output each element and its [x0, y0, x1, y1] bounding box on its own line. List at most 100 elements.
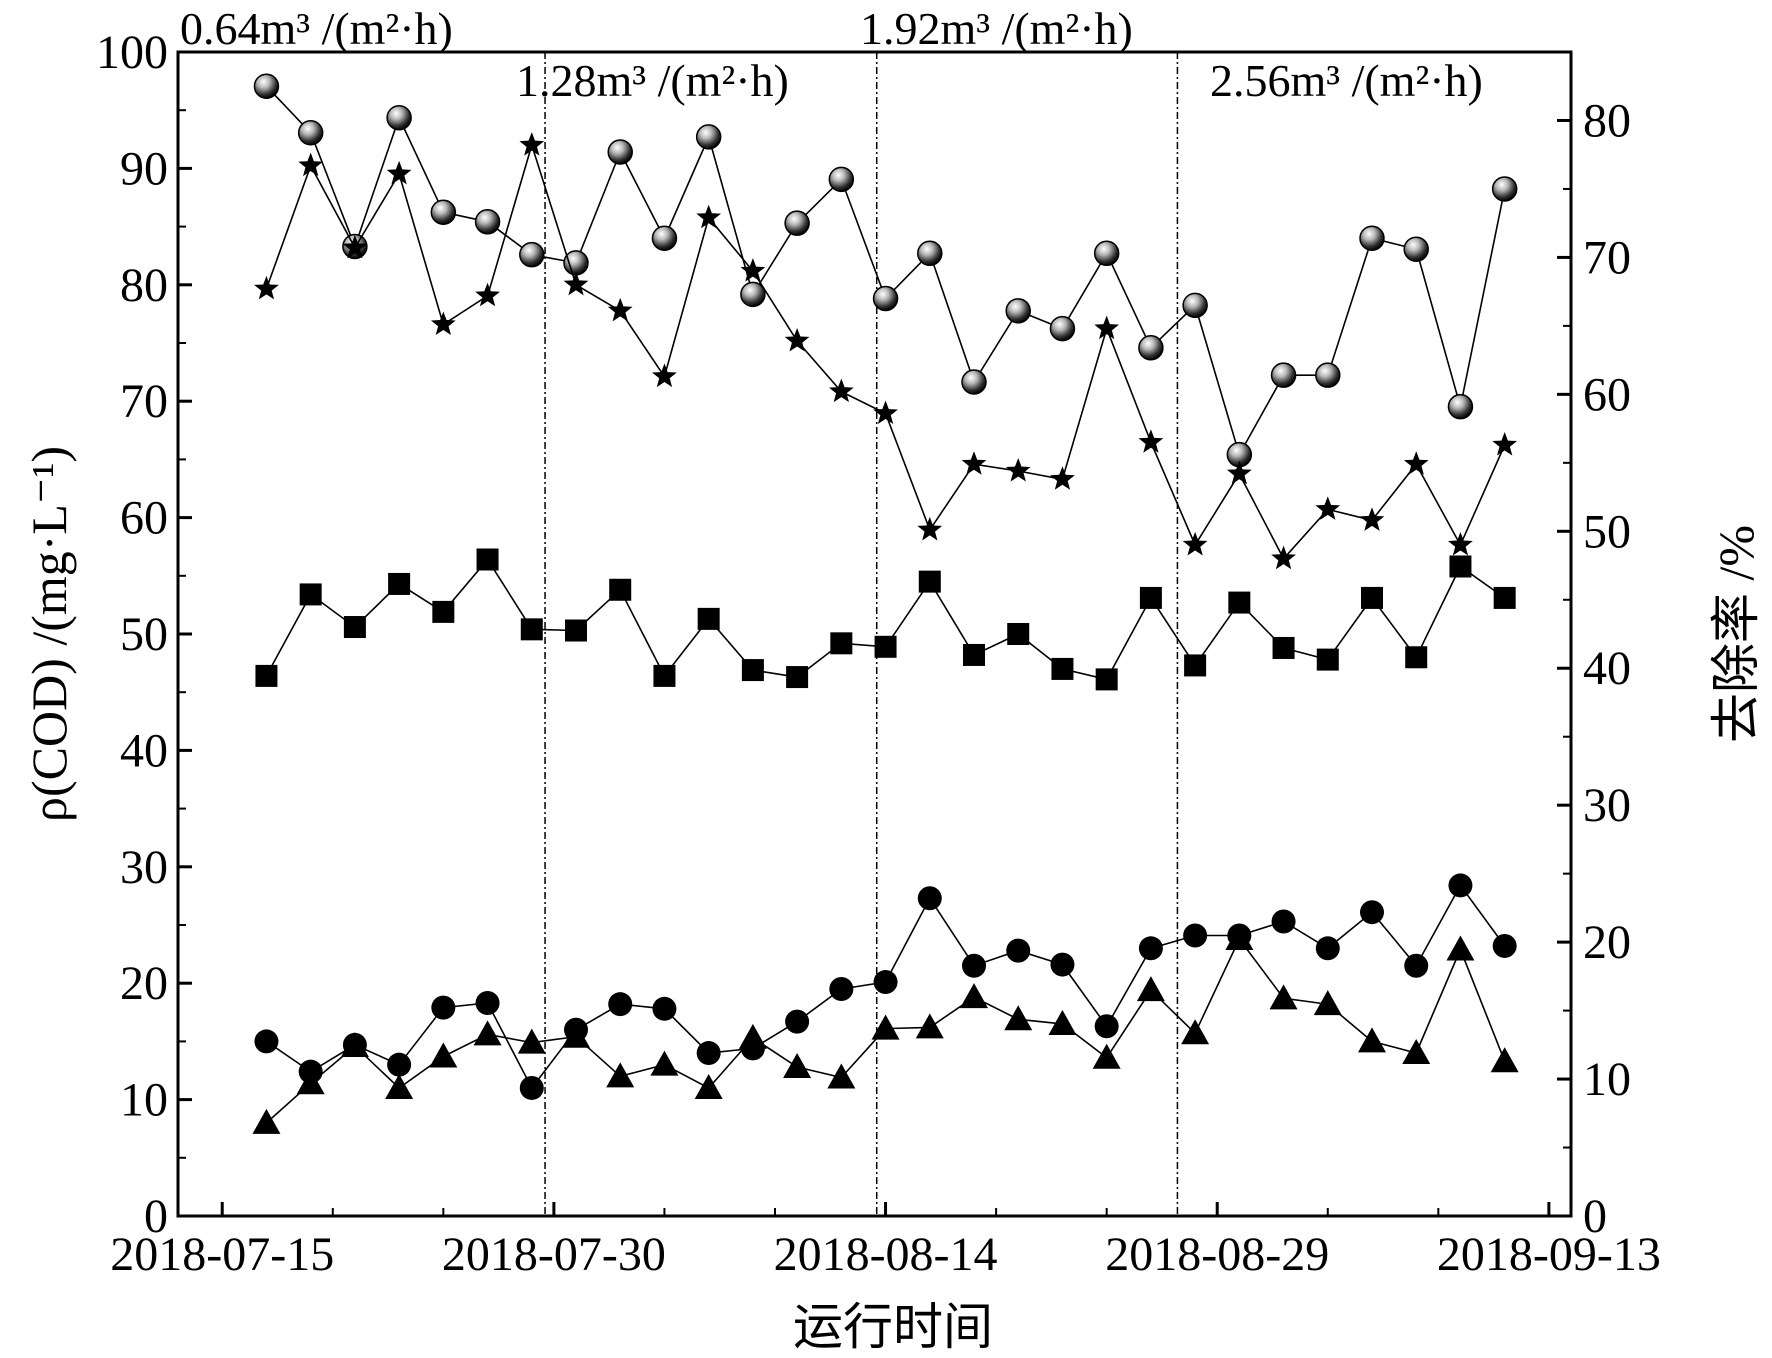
phase-divider-lines — [544, 52, 1179, 1216]
effluent-2-point — [871, 1014, 900, 1040]
removal-rate-2-point — [475, 282, 500, 307]
effluent-2-point — [783, 1053, 812, 1079]
removal-rate-1-point — [297, 120, 324, 146]
influent-point — [830, 632, 853, 655]
effluent-2-point — [296, 1069, 325, 1095]
phase-label: 0.64m³ /(m²·h) — [180, 3, 453, 54]
removal-rate-1-point — [1447, 393, 1474, 420]
removal-rate-1-point — [651, 225, 678, 251]
removal-rate-1-point — [474, 209, 501, 235]
influent-point — [343, 616, 366, 639]
influent-point — [255, 664, 278, 687]
x-tick-label: 2018-08-14 — [774, 1228, 998, 1281]
right-tick-label: 70 — [1583, 231, 1631, 284]
removal-rate-1-line — [265, 85, 1506, 457]
influent-point — [1095, 668, 1118, 691]
left-tick-label: 20 — [120, 957, 168, 1010]
removal-rate-1-point — [430, 199, 457, 225]
right-tick-label: 80 — [1583, 94, 1631, 147]
effluent-2-point — [1313, 990, 1342, 1016]
removal-rate-2-point — [342, 234, 368, 259]
left-tick-label: 90 — [120, 142, 168, 195]
effluent-1-point — [873, 970, 898, 995]
removal-rate-1-point — [1491, 176, 1518, 202]
x-tick-label: 2018-08-29 — [1105, 1228, 1329, 1281]
effluent-2-point — [252, 1108, 281, 1134]
effluent-1-point — [1271, 909, 1296, 934]
left-tick-label: 70 — [120, 375, 168, 428]
left-tick-label: 10 — [120, 1074, 168, 1127]
right-tick-label: 0 — [1583, 1190, 1607, 1243]
removal-rate-2-point — [652, 363, 677, 388]
right-tick-label: 20 — [1583, 916, 1631, 969]
phase-labels: 0.64m³ /(m²·h) 1.28m³ /(m²·h) 1.92m³ /(m²·… — [180, 3, 1483, 106]
removal-rate-1-point — [695, 124, 722, 150]
removal-rate-1-point — [872, 285, 899, 312]
removal-rate-2-point — [1182, 531, 1208, 556]
removal-rate-2-point — [1403, 451, 1429, 475]
effluent-1-point — [1138, 936, 1163, 961]
removal-rate-1-point — [253, 73, 280, 99]
removal-rate-2-point — [1226, 460, 1252, 485]
removal-rate-2-point — [1315, 496, 1341, 520]
effluent-2-point — [1490, 1047, 1519, 1073]
influent-point — [1051, 657, 1074, 680]
influent-point — [1007, 623, 1030, 645]
effluent-2-point — [827, 1063, 856, 1089]
influent-point — [476, 548, 499, 571]
left-axis: 0 10 20 30 40 50 60 70 80 90 100 — [96, 26, 192, 1243]
influent-point — [786, 666, 809, 689]
effluent-1-point — [1006, 938, 1031, 963]
influent-point — [609, 578, 632, 601]
influent-point — [741, 659, 764, 682]
effluent-2-point — [650, 1050, 679, 1076]
removal-rate-2-point — [1448, 531, 1473, 556]
removal-rate-1-point — [1093, 240, 1120, 267]
effluent-2-point — [1092, 1043, 1121, 1069]
effluent-1-point — [387, 1052, 412, 1077]
influent-point — [299, 583, 322, 606]
effluent-2-point — [1358, 1027, 1386, 1053]
removal-rate-1-point — [1182, 292, 1208, 319]
removal-rate-1-point — [828, 166, 855, 193]
right-axis: 0 10 20 30 40 50 60 70 80 — [1557, 51, 1631, 1243]
removal-rate-1-point — [784, 210, 810, 236]
effluent-2-point — [1269, 984, 1298, 1010]
effluent-2-point — [473, 1020, 502, 1046]
removal-rate-2-point — [828, 378, 854, 403]
removal-rate-1-point — [563, 250, 589, 276]
removal-rate-2-point — [740, 258, 766, 282]
effluent-2-point — [385, 1073, 414, 1099]
removal-rate-2-point — [696, 204, 722, 229]
effluent-2-point — [517, 1028, 546, 1054]
removal-rate-2-point — [1005, 458, 1031, 482]
removal-rate-1-point — [1138, 335, 1164, 361]
x-tick-label: 2018-07-30 — [442, 1228, 666, 1281]
left-tick-label: 50 — [120, 608, 168, 661]
left-axis-title: ρ(COD) /(mg·L⁻¹) — [21, 446, 77, 822]
removal-rate-1-point — [1270, 362, 1297, 388]
effluent-2-point — [1446, 935, 1475, 961]
right-tick-label: 10 — [1583, 1053, 1631, 1106]
influent-point — [388, 572, 411, 595]
influent-point — [1228, 591, 1251, 614]
removal-rate-2-point — [1492, 432, 1518, 456]
removal-rate-2-point — [873, 400, 898, 425]
removal-rate-2-point — [298, 152, 324, 177]
removal-rate-2-point — [784, 327, 810, 352]
effluent-2-point — [960, 983, 988, 1009]
effluent-1-point — [1315, 936, 1340, 961]
effluent-2-point — [915, 1013, 944, 1039]
influent-point — [520, 618, 543, 641]
removal-rate-2-point — [563, 271, 589, 296]
effluent-1-point — [1492, 933, 1517, 958]
removal-rate-2-point — [607, 297, 633, 322]
left-tick-label: 80 — [120, 259, 168, 312]
x-tick-label: 2018-09-13 — [1437, 1228, 1661, 1281]
effluent-1-point — [1094, 1014, 1119, 1039]
influent-point — [1184, 654, 1207, 677]
removal-rate-2-point — [1271, 545, 1296, 570]
x-tick-label: 2018-07-15 — [110, 1228, 334, 1281]
removal-rate-2-point — [1138, 429, 1164, 453]
influent-point — [918, 570, 941, 593]
